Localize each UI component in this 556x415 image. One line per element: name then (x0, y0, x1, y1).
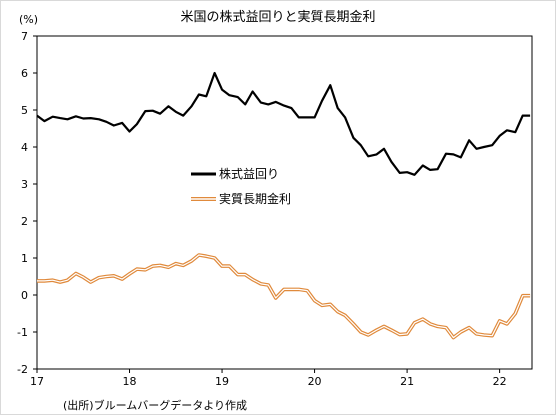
legend-label-real-rate: 実質長期金利 (219, 191, 291, 206)
y-tick-label: 7 (21, 30, 28, 43)
y-tick-label: 2 (21, 215, 28, 228)
plot-area (36, 35, 533, 370)
y-tick-label: 4 (21, 141, 28, 154)
series-line-real-rate-inner (37, 254, 531, 339)
legend: 株式益回り 実質長期金利 (191, 166, 291, 206)
chart-title: 米国の株式益回りと実質長期金利 (180, 9, 375, 25)
x-axis-ticks: 17 18 19 20 21 22 (30, 369, 507, 388)
x-tick-label: 18 (123, 375, 137, 388)
y-tick-label: 0 (21, 289, 28, 302)
y-tick-label: 5 (21, 104, 28, 117)
series-layer (36, 71, 531, 340)
y-tick-label: -2 (17, 363, 28, 376)
x-tick-label: 22 (493, 375, 507, 388)
source-note: (出所)ブルームバーグデータより作成 (63, 398, 247, 412)
x-tick-label: 17 (30, 375, 44, 388)
series-line-real-rate (37, 253, 531, 340)
y-unit-label: (%) (19, 13, 38, 26)
x-tick-label: 19 (215, 375, 229, 388)
y-tick-label: 3 (21, 178, 28, 191)
y-axis-ticks: -2 -1 0 1 2 3 4 5 6 7 (17, 30, 37, 376)
y-tick-label: 1 (21, 252, 28, 265)
y-tick-label: -1 (17, 326, 28, 339)
legend-label-earnings-yield: 株式益回り (219, 166, 279, 181)
series-line-earnings-yield (36, 71, 531, 176)
x-tick-label: 21 (400, 375, 414, 388)
x-tick-label: 20 (308, 375, 322, 388)
y-tick-label: 6 (21, 67, 28, 80)
